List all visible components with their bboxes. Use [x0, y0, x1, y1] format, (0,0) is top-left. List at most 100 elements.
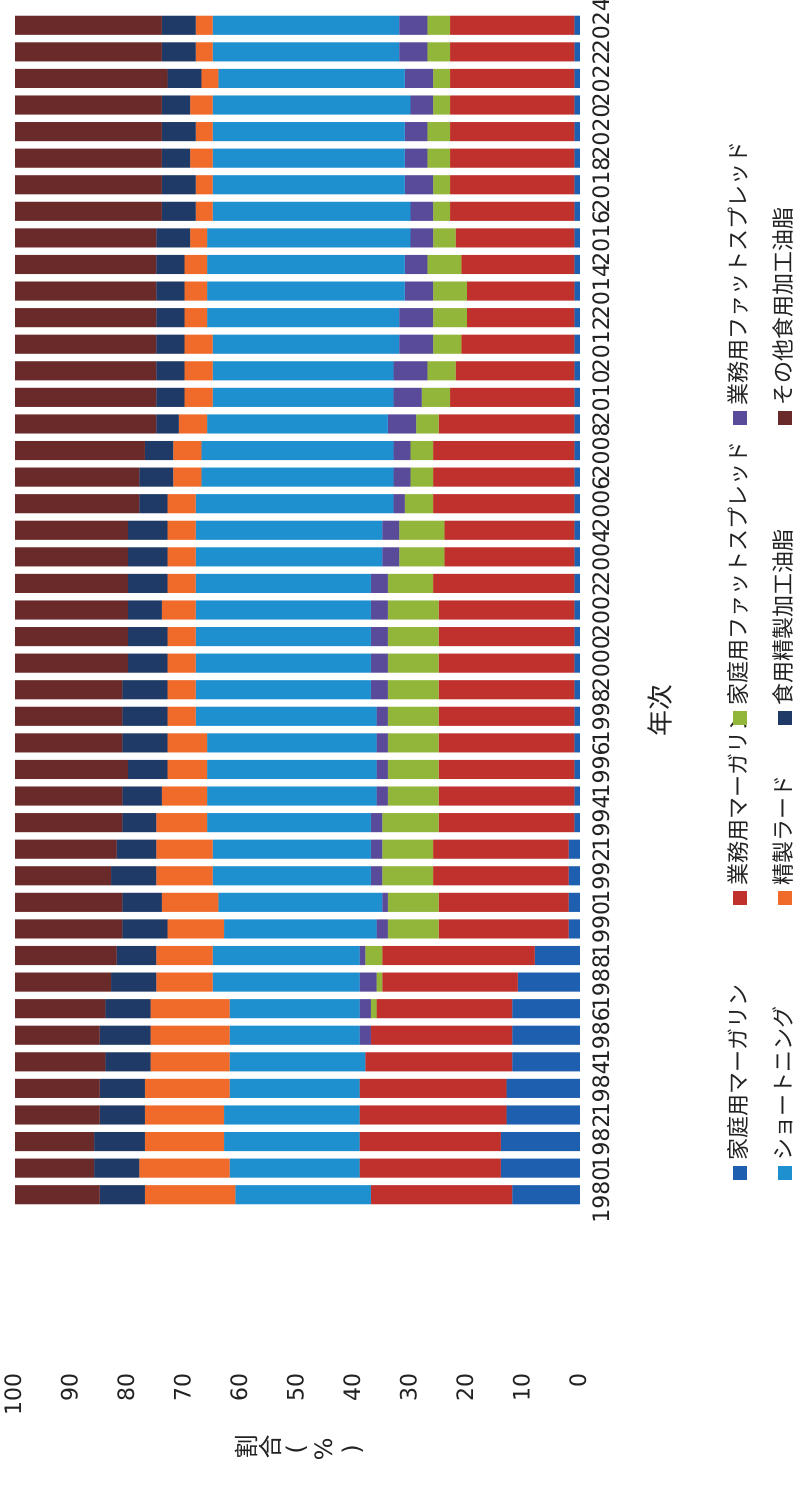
legend-swatch: [778, 891, 792, 905]
bar-segment: [410, 228, 434, 248]
bar-segment: [15, 308, 157, 328]
bar-segment: [15, 600, 128, 620]
bar-segment: [15, 281, 157, 301]
y-tick-label: 100: [2, 1373, 27, 1415]
x-tick-label: 2014: [590, 263, 615, 319]
bar-segment: [427, 122, 451, 142]
bar-segment: [139, 494, 168, 514]
bar-segment: [438, 733, 575, 753]
bar-segment: [15, 254, 157, 275]
bar-segment: [433, 334, 462, 354]
bar-segment: [574, 786, 580, 806]
x-tick-label: 1980: [590, 1167, 615, 1223]
bar-segment: [410, 440, 434, 461]
bar-segment: [235, 1185, 371, 1205]
bar-segment: [433, 440, 575, 461]
bar-segment: [427, 361, 456, 381]
legend-swatch: [778, 711, 792, 725]
bar-segment: [15, 15, 162, 35]
bar-segment: [370, 1025, 513, 1045]
bar-segment: [144, 1131, 225, 1152]
bar-segment: [195, 627, 371, 647]
bar-segment: [15, 1025, 100, 1045]
bar-segment: [427, 148, 451, 168]
bar-segment: [161, 148, 191, 168]
bar-segment: [416, 414, 439, 434]
bar-segment: [387, 706, 439, 726]
bar-segment: [94, 1131, 145, 1152]
bar-segment: [444, 520, 575, 540]
bar-segment: [433, 228, 456, 248]
bar-segment: [450, 148, 575, 168]
bar-segment: [207, 759, 377, 780]
bar-segment: [156, 866, 213, 886]
bar-segment: [15, 1078, 100, 1098]
bar-segment: [195, 573, 371, 593]
bar-segment: [359, 1158, 501, 1178]
bar-segment: [195, 600, 371, 620]
bar-segment: [427, 42, 451, 62]
bar-segment: [359, 945, 366, 966]
bar-segment: [111, 972, 157, 992]
bar-segment: [139, 1158, 230, 1178]
bar-segment: [212, 15, 400, 35]
bar-segment: [574, 42, 580, 62]
bar-segment: [574, 547, 580, 567]
bar-segment: [404, 122, 428, 142]
x-axis-title: 年次: [647, 684, 677, 736]
bar-segment: [167, 653, 196, 673]
bar-segment: [116, 839, 157, 859]
bar-segment: [15, 1131, 95, 1152]
x-tick-label: 2010: [590, 369, 615, 425]
legend-swatch: [778, 411, 792, 425]
bar-segment: [399, 547, 445, 567]
bar-segment: [212, 334, 400, 354]
bar-segment: [122, 733, 168, 753]
bar-segment: [574, 600, 580, 620]
bar-segment: [376, 972, 383, 992]
bar-segment: [212, 95, 411, 115]
bar-segment: [574, 706, 580, 726]
bar-segment: [438, 919, 569, 939]
bar-segment: [184, 281, 208, 301]
bar-segment: [128, 520, 168, 540]
bar-segment: [450, 95, 575, 115]
bar-segment: [207, 308, 400, 328]
bar-segment: [574, 813, 580, 833]
bar-segment: [139, 467, 174, 487]
bar-segment: [574, 759, 580, 780]
bar-segment: [161, 95, 191, 115]
bar-segment: [433, 68, 451, 89]
bar-segment: [94, 1158, 140, 1178]
bar-segment: [122, 680, 168, 700]
bar-segment: [156, 308, 185, 328]
bar-segment: [195, 175, 213, 195]
bar-segment: [455, 361, 575, 381]
bar-segment: [15, 1052, 106, 1072]
bar-segment: [167, 573, 196, 593]
bar-segment: [387, 600, 439, 620]
bar-segment: [399, 334, 434, 354]
bar-segment: [195, 42, 213, 62]
bar-segment: [433, 95, 451, 115]
bar-segment: [207, 786, 377, 806]
bar-segment: [370, 1185, 513, 1205]
bar-segment: [144, 1105, 225, 1125]
bar-segment: [574, 573, 580, 593]
bar-segment: [387, 919, 439, 939]
x-tick-label: 2008: [590, 423, 615, 479]
bar-segment: [421, 387, 451, 407]
bar-segment: [161, 42, 196, 62]
bar-segment: [450, 175, 575, 195]
bar-segment: [207, 254, 405, 275]
bar-segment: [122, 706, 168, 726]
bar-segment: [438, 813, 575, 833]
bar-segment: [506, 1078, 580, 1098]
bar-segment: [195, 547, 383, 567]
bar-segment: [534, 945, 580, 966]
bar-segment: [433, 494, 575, 514]
bar-segment: [382, 813, 439, 833]
legend-label: 業務用マーガリン: [727, 709, 752, 885]
bar-segment: [212, 175, 405, 195]
y-axis-title: 割合(%): [234, 1435, 366, 1463]
